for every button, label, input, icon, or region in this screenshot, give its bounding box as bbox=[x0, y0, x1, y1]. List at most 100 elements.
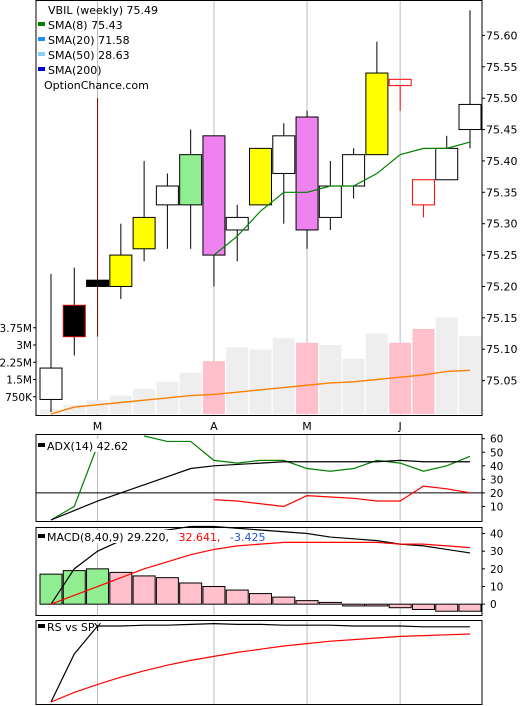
candle-body bbox=[202, 135, 226, 256]
adx-panel-frame bbox=[35, 434, 483, 522]
macd-histogram-bar bbox=[411, 603, 435, 610]
price-title: VBIL (weekly) 75.49 bbox=[48, 4, 158, 17]
indicator-line bbox=[143, 435, 471, 472]
price-tick-label: 75.50 bbox=[486, 92, 518, 105]
volume-bar bbox=[319, 345, 342, 414]
candle-body bbox=[388, 78, 412, 87]
legend-sma50: SMA(50) 28.63 bbox=[48, 49, 130, 62]
macd-label: MACD(8,40,9) 29.220, bbox=[47, 531, 169, 544]
adx-title-bg bbox=[38, 439, 122, 452]
macd-histogram-bar bbox=[179, 582, 203, 605]
price-tick-label: 75.15 bbox=[486, 312, 518, 325]
volume-avg-polyline bbox=[50, 369, 471, 415]
macd-hist-value: -3.425 bbox=[230, 531, 265, 544]
candle-body bbox=[365, 72, 389, 156]
macd-histogram-bar bbox=[155, 577, 179, 605]
macd-tick-label: 0 bbox=[490, 599, 497, 611]
macd-histogram-bar bbox=[202, 586, 226, 605]
volume-bar bbox=[459, 335, 481, 414]
volume-bar bbox=[365, 333, 388, 414]
macd-title: MACD(8,40,9) 29.220, 32.641, -3.425 bbox=[47, 531, 266, 544]
volume-tick-label: 750K bbox=[5, 392, 33, 404]
candle-body bbox=[458, 103, 482, 131]
macd-histogram-bar bbox=[435, 603, 459, 612]
macd-title-bg bbox=[38, 530, 238, 543]
macd-histogram-bar bbox=[365, 603, 389, 607]
adx-swatch bbox=[38, 443, 45, 447]
volume-bars bbox=[40, 317, 481, 414]
legend-sma200: SMA(200) bbox=[48, 64, 102, 77]
volume-bar bbox=[342, 358, 365, 414]
candle-body bbox=[62, 304, 86, 338]
sma8-line bbox=[213, 141, 471, 256]
price-tick-label: 75.60 bbox=[486, 29, 518, 42]
macd-tick-label: 20 bbox=[490, 564, 503, 576]
candle-body bbox=[132, 216, 156, 250]
x-tick-label: J bbox=[398, 420, 402, 433]
volume-bar bbox=[179, 372, 202, 414]
adx-tick-label: 30 bbox=[490, 474, 503, 486]
price-tick-label: 75.25 bbox=[486, 249, 518, 262]
macd-histogram-bar bbox=[132, 575, 156, 605]
legend-swatch-sma8 bbox=[38, 22, 45, 26]
legend-sma20: SMA(20) 71.58 bbox=[48, 34, 130, 47]
price-panel-frame bbox=[35, 0, 483, 416]
adx-tick-label: 50 bbox=[490, 447, 503, 459]
macd-histogram-bar bbox=[295, 600, 319, 605]
price-tick-label: 75.30 bbox=[486, 218, 518, 231]
price-tick-label: 75.35 bbox=[486, 186, 518, 199]
macd-tick-label: 40 bbox=[490, 529, 503, 541]
candle-body bbox=[411, 179, 435, 206]
watermark: OptionChance.com bbox=[44, 79, 149, 92]
x-tick-label: M bbox=[93, 420, 103, 433]
macd-panel-frame bbox=[35, 527, 483, 616]
x-tick-label: M bbox=[302, 420, 312, 433]
indicator-line bbox=[50, 445, 99, 521]
volume-bar bbox=[296, 342, 319, 414]
candle-body bbox=[318, 185, 342, 218]
macd-swatch bbox=[38, 534, 45, 538]
legend-swatch-sma50 bbox=[38, 52, 45, 56]
price-tick-label: 75.45 bbox=[486, 124, 518, 137]
price-candles bbox=[39, 10, 482, 412]
price-tick-label: 75.10 bbox=[486, 343, 518, 356]
candle-body bbox=[295, 116, 319, 231]
indicator-line bbox=[213, 485, 471, 508]
rs-panel bbox=[50, 622, 471, 703]
indicator-line bbox=[50, 459, 470, 521]
macd-histogram-bar bbox=[39, 573, 63, 605]
candle-body bbox=[86, 279, 110, 287]
price-tick-label: 75.40 bbox=[486, 155, 518, 168]
volume-bar bbox=[226, 347, 249, 414]
volume-bar bbox=[86, 400, 109, 414]
volume-bar bbox=[412, 328, 435, 414]
price-tick-label: 75.55 bbox=[486, 61, 518, 74]
x-tick-label: A bbox=[210, 420, 218, 433]
macd-histogram-bar bbox=[249, 593, 272, 605]
macd-signal-value: 32.641, bbox=[179, 531, 221, 544]
volume-bar bbox=[63, 404, 86, 414]
macd-histogram-bar bbox=[272, 596, 296, 605]
rs-panel-frame bbox=[35, 620, 483, 705]
rs-title: RS vs SPY bbox=[47, 621, 101, 634]
macd-tick-label: 30 bbox=[490, 546, 503, 558]
volume-bar bbox=[249, 349, 272, 414]
macd-histogram-bar bbox=[458, 603, 482, 612]
volume-tick-label: 3.75M bbox=[0, 323, 32, 335]
adx-tick-label: 10 bbox=[490, 501, 503, 513]
price-y-axis: 75.05 75.10 75.15 75.20 75.25 75.30 75.35 75.40… bbox=[482, 29, 518, 388]
macd-histogram-bar bbox=[342, 603, 366, 607]
price-tick-label: 75.20 bbox=[486, 280, 518, 293]
volume-bar bbox=[389, 342, 412, 414]
indicator-line bbox=[50, 633, 471, 703]
price-tick-label: 75.05 bbox=[486, 375, 518, 388]
candle-body bbox=[155, 185, 179, 206]
macd-tick-label: 10 bbox=[490, 582, 503, 594]
adx-tick-label: 60 bbox=[490, 434, 503, 446]
candle-body bbox=[435, 147, 459, 181]
macd-histogram-bar bbox=[225, 589, 249, 605]
candle-body bbox=[179, 154, 203, 206]
